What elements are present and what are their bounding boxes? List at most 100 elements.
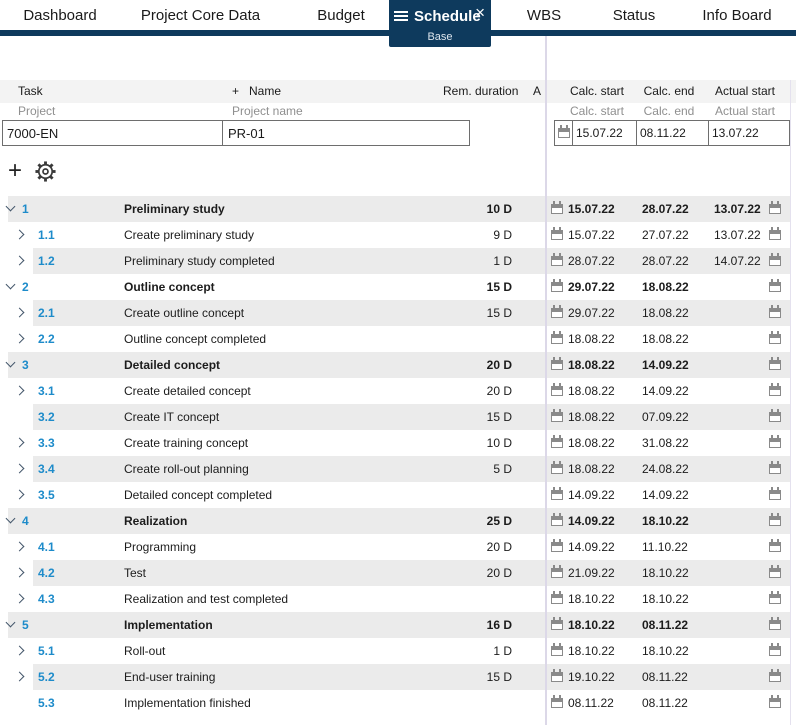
panel-divider[interactable] xyxy=(545,36,547,725)
table-row[interactable]: 1.2 Preliminary study completed 1 D 28.0… xyxy=(0,248,796,274)
menu-icon[interactable] xyxy=(394,9,408,23)
task-duration[interactable]: 1 D xyxy=(493,644,512,658)
calc-start-date[interactable]: 29.07.22 xyxy=(568,306,615,320)
calc-start-date[interactable]: 29.07.22 xyxy=(568,280,615,294)
expand-chevron-icon[interactable] xyxy=(14,229,25,240)
task-name[interactable]: Outline concept completed xyxy=(124,332,267,346)
project-id-field[interactable]: 7000-EN xyxy=(3,121,223,145)
task-number[interactable]: 5.2 xyxy=(38,670,55,684)
task-name[interactable]: Implementation xyxy=(124,618,213,632)
task-number[interactable]: 5 xyxy=(22,618,29,632)
task-number[interactable]: 1.2 xyxy=(38,254,55,268)
calc-end-date[interactable]: 28.07.22 xyxy=(642,254,689,268)
calendar-icon[interactable] xyxy=(551,461,563,474)
task-number[interactable]: 3 xyxy=(22,358,29,372)
expand-chevron-icon[interactable] xyxy=(14,385,25,396)
col-calc-start[interactable]: Calc. start xyxy=(569,84,624,98)
calendar-icon[interactable] xyxy=(769,565,781,578)
calc-start-date[interactable]: 18.08.22 xyxy=(568,436,615,450)
expand-chevron-icon[interactable] xyxy=(14,333,25,344)
task-name[interactable]: Create outline concept xyxy=(124,306,245,320)
calc-start-date[interactable]: 18.10.22 xyxy=(568,618,615,632)
calendar-icon[interactable] xyxy=(769,201,781,214)
calc-start-date[interactable]: 18.08.22 xyxy=(568,410,615,424)
task-number[interactable]: 3.4 xyxy=(38,462,55,476)
calc-end-date[interactable]: 08.11.22 xyxy=(642,618,689,632)
calc-start-date[interactable]: 18.08.22 xyxy=(568,358,615,372)
col-task[interactable]: Task xyxy=(18,84,43,98)
expand-chevron-icon[interactable] xyxy=(14,645,25,656)
project-calc-start-field[interactable]: 15.07.22 xyxy=(572,121,636,145)
calc-end-date[interactable]: 18.08.22 xyxy=(642,306,689,320)
tab-status[interactable]: Status xyxy=(612,6,656,24)
calendar-icon[interactable] xyxy=(551,487,563,500)
calendar-icon[interactable] xyxy=(551,253,563,266)
task-number[interactable]: 1 xyxy=(22,202,29,216)
calc-start-date[interactable]: 14.09.22 xyxy=(568,540,615,554)
calc-start-date[interactable]: 18.08.22 xyxy=(568,332,615,346)
calendar-icon[interactable] xyxy=(551,435,563,448)
col-actual-start[interactable]: Actual start xyxy=(714,84,776,98)
task-number[interactable]: 3.5 xyxy=(38,488,55,502)
calc-start-date[interactable]: 18.08.22 xyxy=(568,384,615,398)
add-task-icon[interactable]: + xyxy=(8,157,23,184)
tab-schedule-active[interactable]: Schedule × Base xyxy=(389,0,491,47)
table-row[interactable]: 4.3 Realization and test completed 18.10… xyxy=(0,586,796,612)
task-number[interactable]: 4 xyxy=(22,514,29,528)
task-name[interactable]: Roll-out xyxy=(124,644,166,658)
task-name[interactable]: Outline concept xyxy=(124,280,215,294)
table-row[interactable]: 4 Realization 25 D 14.09.22 18.10.22 xyxy=(0,508,796,534)
calc-end-date[interactable]: 14.09.22 xyxy=(642,358,689,372)
task-number[interactable]: 5.3 xyxy=(38,696,55,710)
calendar-icon[interactable] xyxy=(551,331,563,344)
task-duration[interactable]: 15 D xyxy=(486,280,512,294)
task-number[interactable]: 4.1 xyxy=(38,540,55,554)
close-icon[interactable]: × xyxy=(475,3,485,22)
calendar-icon[interactable] xyxy=(769,513,781,526)
table-row[interactable]: 3 Detailed concept 20 D 18.08.22 14.09.2… xyxy=(0,352,796,378)
calendar-icon[interactable] xyxy=(769,643,781,656)
table-row[interactable]: 5.1 Roll-out 1 D 18.10.22 18.10.22 xyxy=(0,638,796,664)
actual-start-date[interactable]: 13.07.22 xyxy=(714,228,761,242)
add-column-icon[interactable]: + xyxy=(232,84,240,98)
task-duration[interactable]: 10 D xyxy=(486,202,512,216)
task-duration[interactable]: 20 D xyxy=(486,384,512,398)
expand-chevron-icon[interactable] xyxy=(14,489,25,500)
task-duration[interactable]: 9 D xyxy=(493,228,512,242)
table-row[interactable]: 1.1 Create preliminary study 9 D 15.07.2… xyxy=(0,222,796,248)
calc-end-date[interactable]: 18.10.22 xyxy=(642,592,689,606)
task-duration[interactable]: 15 D xyxy=(486,306,512,320)
calc-end-date[interactable]: 31.08.22 xyxy=(642,436,689,450)
task-name[interactable]: Preliminary study completed xyxy=(124,254,275,268)
calendar-icon[interactable] xyxy=(769,591,781,604)
expand-chevron-icon[interactable] xyxy=(14,593,25,604)
task-name[interactable]: End-user training xyxy=(124,670,216,684)
calc-start-date[interactable]: 18.10.22 xyxy=(568,644,615,658)
calc-start-date[interactable]: 08.11.22 xyxy=(568,696,614,710)
task-duration[interactable]: 20 D xyxy=(486,358,512,372)
task-number[interactable]: 5.1 xyxy=(38,644,55,658)
table-row[interactable]: 3.1 Create detailed concept 20 D 18.08.2… xyxy=(0,378,796,404)
task-number[interactable]: 2.2 xyxy=(38,332,55,346)
calendar-icon[interactable] xyxy=(769,279,781,292)
task-duration[interactable]: 10 D xyxy=(486,436,512,450)
calc-end-date[interactable]: 27.07.22 xyxy=(642,228,689,242)
scrollbar-track[interactable] xyxy=(790,80,791,725)
task-duration[interactable]: 20 D xyxy=(486,566,512,580)
calendar-icon[interactable] xyxy=(769,227,781,240)
calc-start-date[interactable]: 18.08.22 xyxy=(568,462,615,476)
calendar-icon[interactable] xyxy=(551,591,563,604)
table-row[interactable]: 4.1 Programming 20 D 14.09.22 11.10.22 xyxy=(0,534,796,560)
calendar-icon[interactable] xyxy=(551,279,563,292)
table-row[interactable]: 3.5 Detailed concept completed 14.09.22 … xyxy=(0,482,796,508)
calendar-icon[interactable] xyxy=(551,409,563,422)
table-row[interactable]: 1 Preliminary study 10 D 15.07.22 28.07.… xyxy=(0,196,796,222)
tab-project-core-data[interactable]: Project Core Data xyxy=(140,6,261,24)
task-name[interactable]: Create detailed concept xyxy=(124,384,251,398)
calendar-icon[interactable] xyxy=(769,409,781,422)
table-row[interactable]: 3.3 Create training concept 10 D 18.08.2… xyxy=(0,430,796,456)
table-row[interactable]: 5 Implementation 16 D 18.10.22 08.11.22 xyxy=(0,612,796,638)
task-duration[interactable]: 1 D xyxy=(493,254,512,268)
calendar-icon[interactable] xyxy=(551,357,563,370)
project-name-field[interactable]: PR-01 xyxy=(228,125,265,141)
